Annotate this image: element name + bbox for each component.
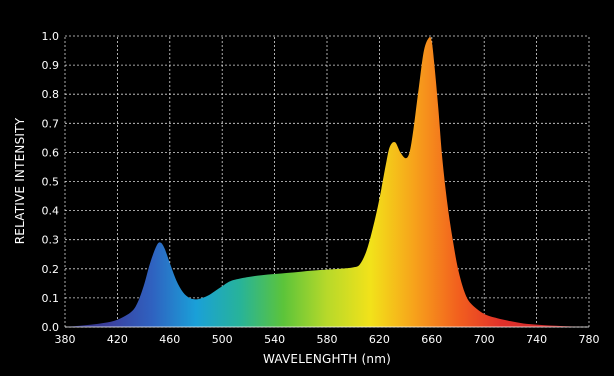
x-tick-label: 500 (212, 333, 233, 346)
x-tick-label: 740 (526, 333, 547, 346)
x-tick-label: 700 (474, 333, 495, 346)
y-tick-label: 0.0 (42, 321, 60, 334)
y-tick-label: 0.3 (42, 234, 60, 247)
y-tick-label: 0.6 (42, 146, 60, 159)
y-tick-label: 0.5 (42, 176, 60, 189)
x-tick-label: 660 (421, 333, 442, 346)
y-axis-title: RELATIVE INTENSITY (13, 117, 27, 244)
y-tick-label: 0.1 (42, 292, 60, 305)
x-tick-label: 460 (159, 333, 180, 346)
y-tick-label: 1.0 (42, 30, 60, 43)
x-tick-label: 780 (579, 333, 600, 346)
y-tick-label: 0.9 (42, 59, 60, 72)
x-tick-label: 420 (107, 333, 128, 346)
area-layer (65, 36, 589, 328)
y-tick-label: 0.7 (42, 117, 60, 130)
y-tick-label: 0.4 (42, 205, 60, 218)
x-tick-label: 620 (369, 333, 390, 346)
x-axis-title: WAVELENGHTH (nm) (263, 352, 391, 366)
tick-layer: 380 420 460 500 540 580 620 660 700 740 780 0.0 0.1 0… (42, 30, 600, 346)
x-tick-label: 580 (317, 333, 338, 346)
x-tick-label: 540 (264, 333, 285, 346)
x-tick-label: 380 (55, 333, 76, 346)
y-tick-label: 0.8 (42, 88, 60, 101)
y-tick-label: 0.2 (42, 263, 60, 276)
